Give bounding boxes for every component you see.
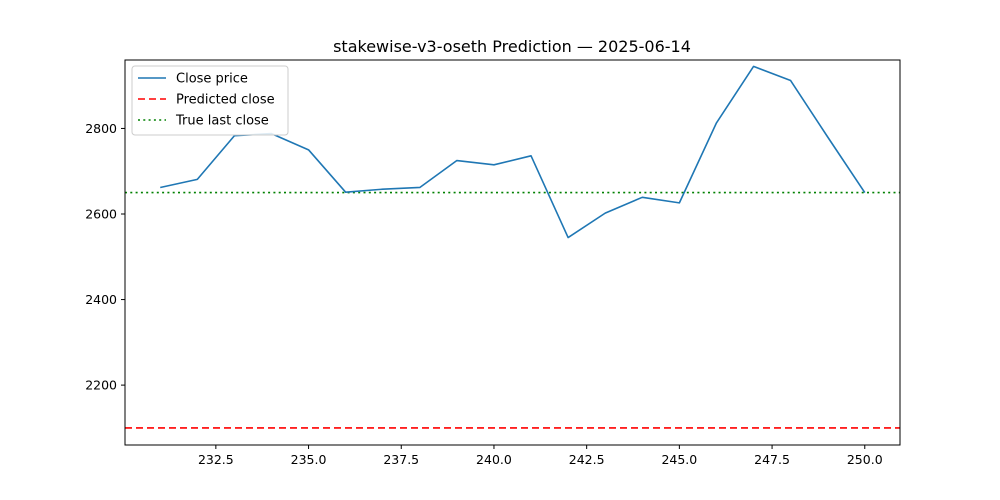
- y-tick-label: 2200: [85, 378, 117, 393]
- y-tick-label: 2400: [85, 292, 117, 307]
- x-tick-label: 232.5: [198, 452, 234, 467]
- x-tick-label: 237.5: [383, 452, 419, 467]
- y-tick-label: 2600: [85, 207, 117, 222]
- axes: 232.5 235.0 237.5 240.0 242.5 245.0 247.5 250.0…: [85, 59, 901, 467]
- legend-box: [131, 65, 289, 136]
- legend-label: Close price: [176, 72, 248, 87]
- series-line-close-price: [160, 65, 866, 239]
- axes-frame: [124, 59, 901, 446]
- x-tick-label: 235.0: [291, 452, 327, 467]
- y-tick-label: 2800: [85, 121, 117, 136]
- legend-label: Predicted close: [176, 93, 275, 108]
- chart-title: stakewise-v3-oseth Prediction — 2025-06-…: [333, 37, 691, 56]
- x-tick-label: 242.5: [569, 452, 605, 467]
- x-tick-label: 250.0: [847, 452, 883, 467]
- x-tick-label: 247.5: [754, 452, 790, 467]
- legend-label: True last close: [175, 114, 269, 129]
- x-tick-label: 245.0: [661, 452, 697, 467]
- legend: Close price Predicted close True last clos…: [131, 65, 289, 136]
- plot-area: [125, 65, 900, 429]
- x-tick-label: 240.0: [476, 452, 512, 467]
